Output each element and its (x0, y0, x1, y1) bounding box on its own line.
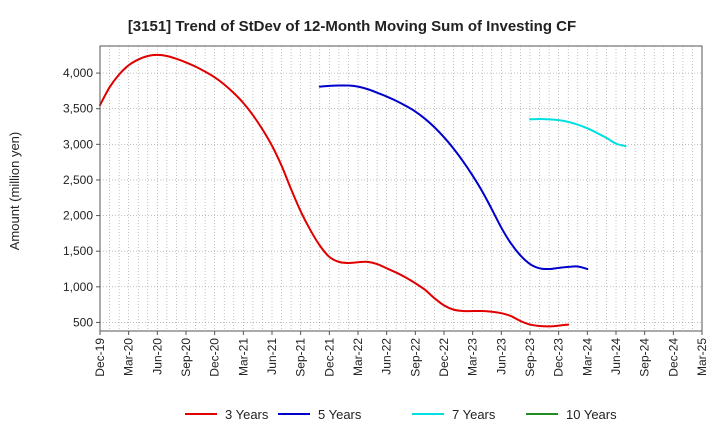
y-tick-label: 4,000 (63, 66, 93, 80)
x-tick-label: Sep-24 (638, 338, 652, 377)
chart-title: [3151] Trend of StDev of 12-Month Moving… (128, 18, 576, 35)
series-line-5-years (318, 84, 589, 271)
y-tick-label: 500 (73, 315, 93, 329)
x-tick-label: Sep-21 (294, 338, 308, 377)
x-tick-label: Mar-25 (695, 338, 709, 376)
x-tick-label: Jun-24 (609, 338, 623, 375)
grid (100, 46, 702, 331)
x-tick-label: Mar-22 (351, 338, 365, 376)
plot-background (100, 46, 702, 331)
x-tick-label: Sep-22 (408, 338, 422, 377)
x-tick-label: Jun-21 (265, 338, 279, 375)
y-tick-label: 3,500 (63, 102, 93, 116)
x-tick-label: Sep-20 (179, 338, 193, 377)
plot-frame (99, 45, 703, 332)
axes (99, 45, 703, 332)
legend: 3 Years 5 Years 7 Years 10 Years (185, 407, 617, 422)
x-tick-label: Jun-20 (150, 338, 164, 375)
x-tick-label: Dec-19 (93, 338, 107, 377)
x-tick-label: Mar-23 (466, 338, 480, 376)
x-tick-label: Mar-21 (236, 338, 250, 376)
legend-label-5-years: 5 Years (318, 407, 362, 422)
x-tick-label: Dec-20 (208, 338, 222, 377)
plot-area (100, 46, 702, 331)
x-ticks: Dec-19 Mar-20 Jun-20 Sep-20 Dec-20 Mar-21 Jun-… (93, 331, 709, 377)
legend-label-3-years: 3 Years (225, 407, 269, 422)
y-tick-label: 2,500 (63, 173, 93, 187)
legend-label-7-years: 7 Years (452, 407, 496, 422)
y-tick-label: 1,500 (63, 244, 93, 258)
x-tick-label: Mar-20 (122, 338, 136, 376)
x-tick-label: Sep-23 (523, 338, 537, 377)
series-line-3-years (99, 53, 570, 328)
x-tick-label: Dec-22 (437, 338, 451, 377)
y-tick-label: 1,000 (63, 280, 93, 294)
x-tick-label: Dec-21 (322, 338, 336, 377)
y-tick-label: 3,000 (63, 137, 93, 151)
y-axis-label: Amount (million yen) (7, 132, 22, 251)
series-layer (99, 53, 627, 328)
x-tick-label: Jun-23 (494, 338, 508, 375)
series-line-7-years (529, 118, 627, 148)
x-tick-label: Jun-22 (380, 338, 394, 375)
x-tick-label: Dec-23 (552, 338, 566, 377)
y-ticks: 500 1,000 1,500 2,000 2,500 3,000 3,500 4,000 (63, 66, 100, 329)
y-tick-label: 2,000 (63, 209, 93, 223)
legend-label-10-years: 10 Years (566, 407, 617, 422)
x-tick-label: Dec-24 (666, 338, 680, 377)
x-tick-label: Mar-24 (580, 338, 594, 376)
